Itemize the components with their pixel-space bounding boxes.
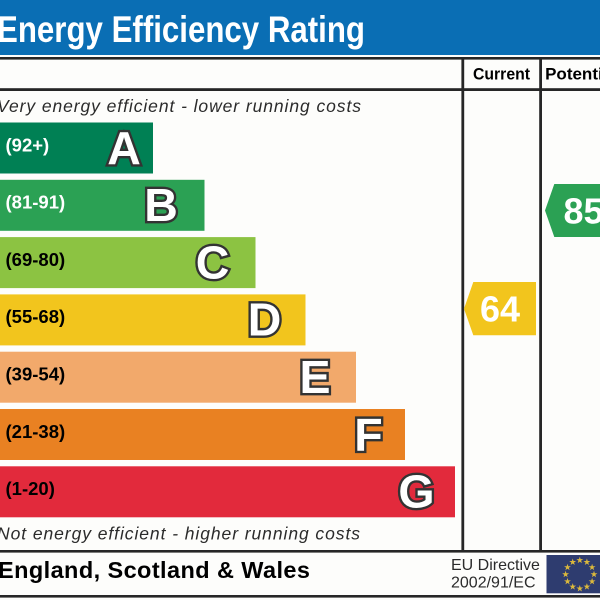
svg-text:England, Scotland & Wales: England, Scotland & Wales (0, 557, 310, 583)
svg-text:EU Directive: EU Directive (451, 557, 540, 574)
svg-text:2002/91/EC: 2002/91/EC (451, 575, 536, 592)
svg-text:D: D (248, 294, 282, 346)
svg-text:(92+): (92+) (6, 134, 50, 155)
svg-text:Potential: Potential (545, 65, 600, 84)
svg-text:C: C (196, 236, 230, 288)
svg-text:E: E (299, 351, 330, 403)
svg-text:85: 85 (563, 191, 600, 232)
svg-text:(69-80): (69-80) (6, 249, 66, 270)
svg-text:G: G (398, 466, 434, 518)
svg-text:Very energy efficient - lower: Very energy efficient - lower running co… (0, 96, 361, 116)
svg-text:B: B (144, 179, 178, 231)
svg-text:(81-91): (81-91) (6, 192, 66, 213)
svg-text:(39-54): (39-54) (6, 364, 66, 385)
svg-text:Not energy efficient - higher: Not energy efficient - higher running co… (0, 524, 360, 544)
svg-text:(21-38): (21-38) (6, 421, 66, 442)
svg-text:Current: Current (473, 65, 530, 84)
svg-text:A: A (107, 122, 141, 174)
svg-text:F: F (354, 408, 382, 460)
svg-text:(1-20): (1-20) (6, 478, 55, 499)
svg-text:64: 64 (480, 289, 520, 330)
svg-text:Energy Efficiency Rating: Energy Efficiency Rating (0, 9, 365, 50)
svg-text:(55-68): (55-68) (6, 306, 66, 327)
